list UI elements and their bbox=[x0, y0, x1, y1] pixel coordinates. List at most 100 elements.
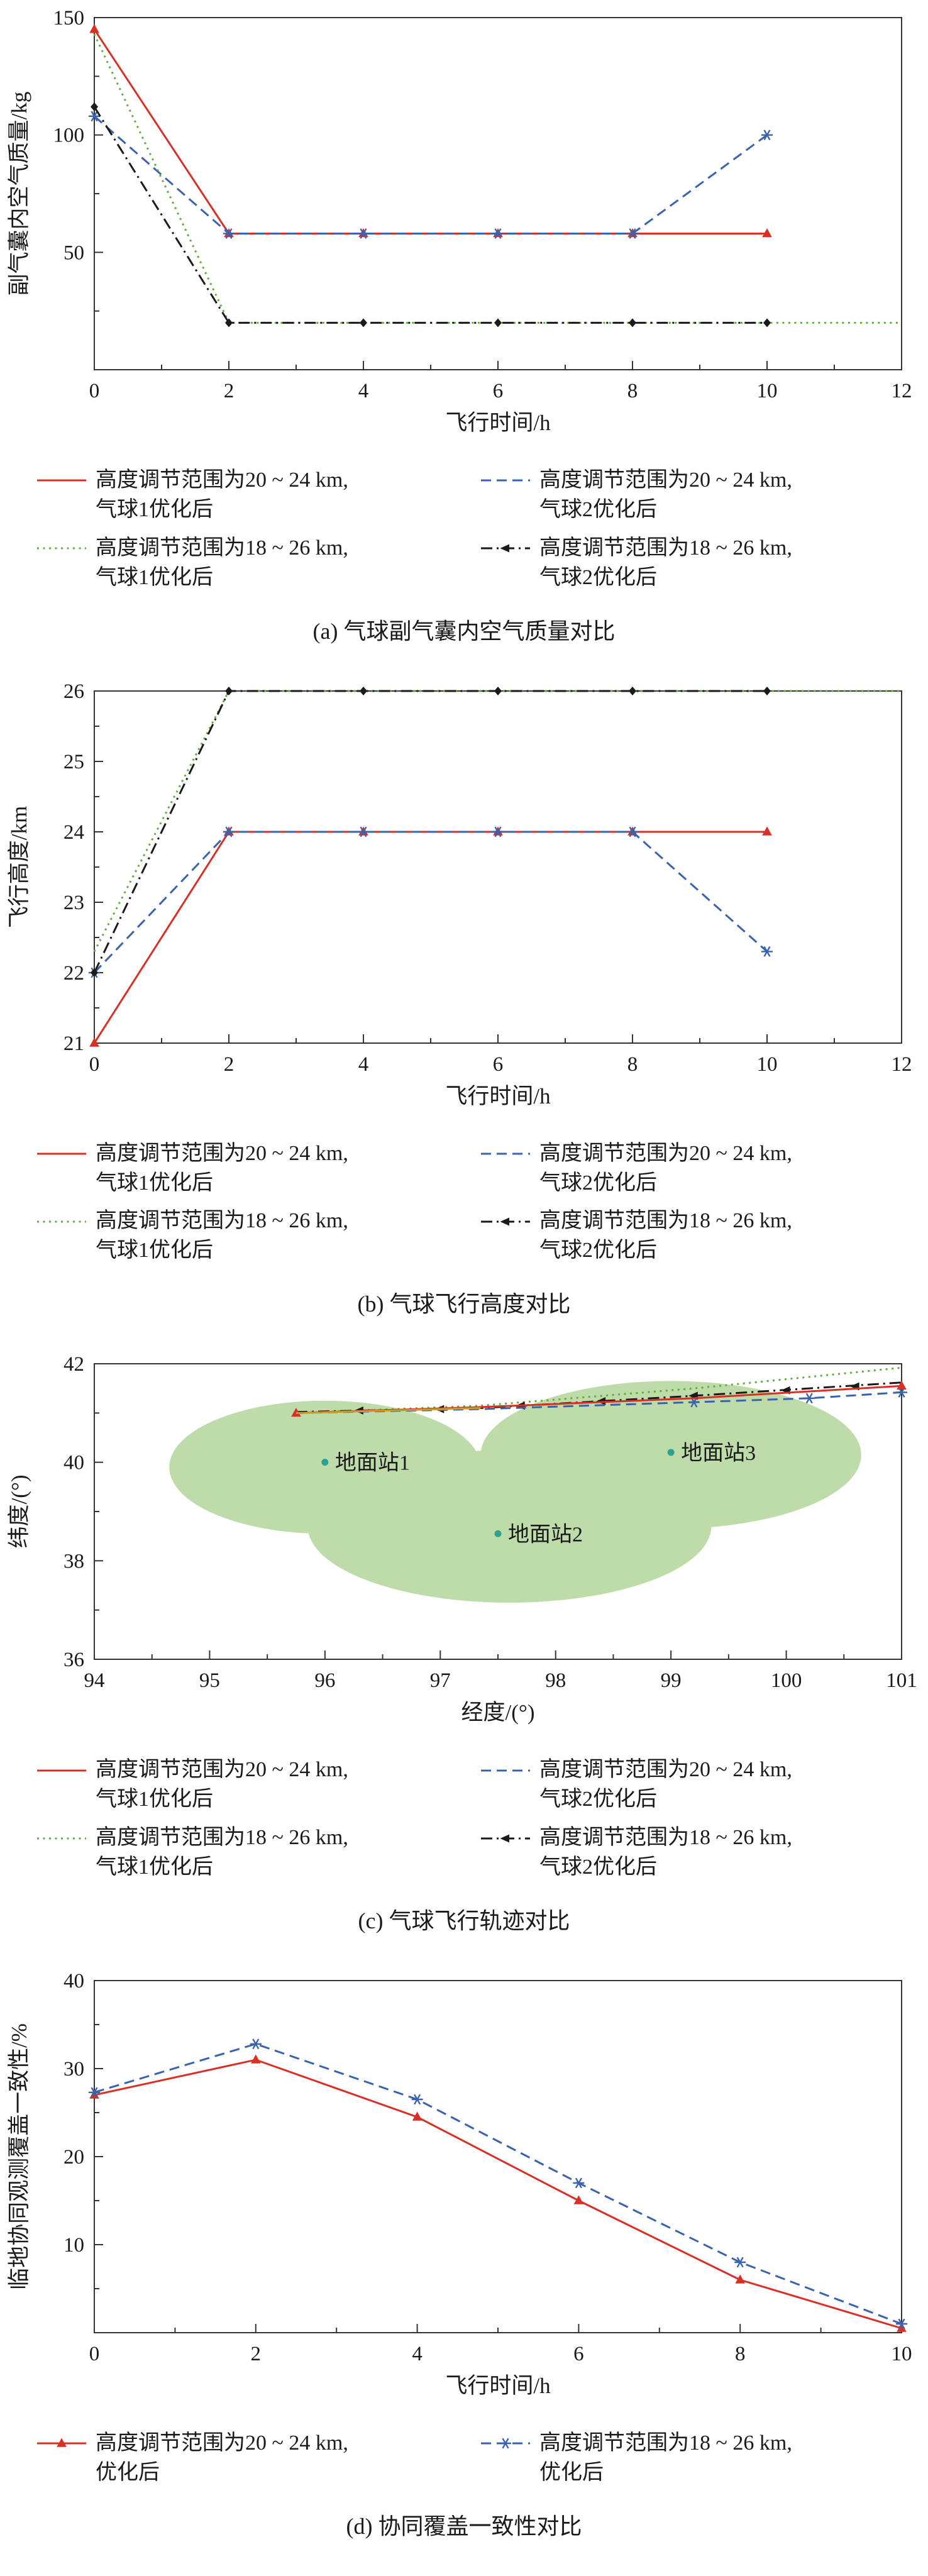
ground-station: 地面站2 bbox=[494, 1523, 583, 1547]
series-range-20-24-balloon1 bbox=[89, 24, 772, 238]
svg-text:21: 21 bbox=[64, 1032, 84, 1055]
svg-text:4: 4 bbox=[358, 1053, 369, 1076]
legend-line-sample-black bbox=[479, 1209, 532, 1234]
legend-sample-line bbox=[37, 1220, 86, 1223]
legend-label-line1: 高度调节范围为20 ~ 24 km, bbox=[96, 1758, 348, 1782]
marker-triangle-icon bbox=[762, 826, 772, 836]
legend-line-sample-black bbox=[479, 536, 532, 561]
axis-ticks bbox=[94, 690, 902, 1044]
marker-diamond-icon bbox=[763, 686, 771, 695]
legend-entry: 高度调节范围为18 ~ 26 km, 优化后 bbox=[479, 2429, 918, 2488]
marker-triangle-icon bbox=[735, 2274, 745, 2284]
caption-c: (c) 气球飞行轨迹对比 bbox=[358, 1908, 570, 1933]
marker-star-icon bbox=[411, 2094, 423, 2105]
marker-triangle-icon bbox=[573, 2195, 584, 2204]
marker-triangle-icon bbox=[897, 2323, 907, 2332]
legend-label-line2: 气球1优化后 bbox=[96, 497, 213, 521]
legend-entry: 高度调节范围为20 ~ 24 km, 气球2优化后 bbox=[479, 466, 918, 525]
legend-label-line1: 高度调节范围为18 ~ 26 km, bbox=[96, 536, 348, 560]
x-axis-label: 飞行时间/h bbox=[445, 2374, 551, 2398]
legend-label-line1: 高度调节范围为20 ~ 24 km, bbox=[96, 2431, 348, 2455]
legend-label-line2: 优化后 bbox=[96, 2460, 160, 2484]
caption-a: (a) 气球副气囊内空气质量对比 bbox=[312, 618, 616, 644]
legend-line-sample-green bbox=[35, 1826, 88, 1851]
caption-b: (b) 气球飞行高度对比 bbox=[357, 1291, 571, 1317]
series-range-18-26-balloon1 bbox=[296, 1367, 902, 1415]
svg-text:22: 22 bbox=[64, 962, 84, 985]
legend-entry: 高度调节范围为18 ~ 26 km, 气球1优化后 bbox=[35, 534, 474, 593]
ground-station: 地面站1 bbox=[321, 1451, 410, 1475]
tick-labels: 0 2 4 6 8 10 12 50 100 150 bbox=[53, 7, 912, 402]
legend-c: 高度调节范围为20 ~ 24 km, 气球1优化后 高度调节范围为20 ~ 24… bbox=[0, 1737, 928, 1886]
series-trajectory-start-overlap bbox=[296, 1407, 481, 1415]
legend-line-sample-blue bbox=[479, 1141, 532, 1166]
legend-sample-line bbox=[37, 1837, 86, 1840]
legend-label-line2: 优化后 bbox=[539, 2460, 604, 2484]
legend-label-line1: 高度调节范围为20 ~ 24 km, bbox=[539, 1758, 792, 1782]
legend-label-line1: 高度调节范围为20 ~ 24 km, bbox=[539, 468, 792, 492]
legend-entry: 高度调节范围为20 ~ 24 km, 气球1优化后 bbox=[35, 466, 474, 525]
legend-label-line2: 气球1优化后 bbox=[96, 565, 213, 589]
series-range-20-24-balloon1 bbox=[89, 826, 772, 1047]
marker-diamond-icon bbox=[225, 686, 233, 695]
legend-label-line2: 气球2优化后 bbox=[539, 1855, 657, 1879]
series-range-18-26-balloon1 bbox=[93, 33, 902, 324]
axis-ticks bbox=[94, 1979, 902, 2333]
marker-star-icon bbox=[627, 228, 638, 239]
plot-frame bbox=[94, 690, 902, 1044]
legend-entry: 高度调节范围为18 ~ 26 km, 气球2优化后 bbox=[479, 1823, 918, 1882]
svg-text:8: 8 bbox=[627, 380, 638, 402]
marker-triangle-icon bbox=[412, 2111, 423, 2121]
legend-label-line1: 高度调节范围为20 ~ 24 km, bbox=[96, 468, 348, 492]
svg-text:8: 8 bbox=[627, 1053, 638, 1076]
legend-d: 高度调节范围为20 ~ 24 km, 优化后 高度调节范围为18 ~ 26 km… bbox=[0, 2410, 928, 2492]
legend-line-sample-black bbox=[479, 1826, 532, 1851]
marker-triangle-icon bbox=[251, 2054, 261, 2064]
legend-sample-line bbox=[37, 1769, 86, 1772]
legend-label-line2: 气球1优化后 bbox=[96, 1855, 213, 1879]
marker-star-icon bbox=[500, 2438, 511, 2449]
legend-label-line2: 气球2优化后 bbox=[539, 1171, 657, 1195]
svg-text:0: 0 bbox=[89, 1053, 100, 1076]
y-axis-label: 纬度/(°) bbox=[7, 1475, 31, 1549]
legend-label-line2: 气球2优化后 bbox=[539, 1239, 657, 1263]
marker-star-icon bbox=[627, 826, 638, 837]
legend-label-line1: 高度调节范围为18 ~ 26 km, bbox=[96, 1826, 348, 1850]
plot-frame bbox=[94, 17, 902, 370]
legend-sample-line bbox=[481, 1217, 530, 1226]
svg-text:4: 4 bbox=[358, 380, 369, 402]
legend-line-sample-blue bbox=[479, 2431, 532, 2456]
marker-star-icon bbox=[358, 826, 369, 837]
axis-ticks bbox=[94, 17, 902, 370]
station-label: 地面站1 bbox=[335, 1451, 410, 1475]
legend-sample-line bbox=[481, 1834, 530, 1843]
chart-flight-trajectory: 94 95 96 97 98 99 100 101 36 38 40 42 经度/(°) 纬度/(°) 地面… bbox=[7, 1353, 917, 1725]
tick-labels: 94 95 96 97 98 99 100 101 36 38 40 42 bbox=[64, 1353, 917, 1692]
svg-text:40: 40 bbox=[64, 1970, 84, 1993]
legend-line-sample-red bbox=[35, 468, 88, 493]
legend-line-sample-blue bbox=[479, 1758, 532, 1783]
marker-triangle-icon bbox=[89, 1037, 99, 1047]
marker-diamond-icon bbox=[91, 102, 98, 111]
svg-text:10: 10 bbox=[757, 1053, 778, 1076]
svg-text:100: 100 bbox=[53, 124, 85, 147]
y-axis-label: 飞行高度/km bbox=[7, 805, 31, 927]
subfigure-a: 0 2 4 6 8 10 12 50 100 150 飞行时间/h 副气囊内空气质量/kg 高度调节范… bbox=[0, 1, 928, 675]
legend-label-line1: 高度调节范围为20 ~ 24 km, bbox=[96, 1141, 348, 1165]
legend-sample-line bbox=[481, 1153, 530, 1155]
subfigure-c: 94 95 96 97 98 99 100 101 36 38 40 42 经度/(°) 纬度/(°) 地面… bbox=[0, 1347, 928, 1964]
marker-star-icon bbox=[734, 2257, 746, 2268]
svg-text:2: 2 bbox=[224, 380, 235, 402]
svg-text:2: 2 bbox=[251, 2343, 262, 2365]
legend-sample-line bbox=[37, 1153, 86, 1155]
legend-label-line2: 气球2优化后 bbox=[539, 565, 657, 589]
svg-text:96: 96 bbox=[314, 1669, 335, 1692]
station-label: 地面站3 bbox=[681, 1441, 756, 1465]
legend-entry: 高度调节范围为20 ~ 24 km, 气球1优化后 bbox=[35, 1755, 474, 1815]
station-label: 地面站2 bbox=[508, 1523, 583, 1547]
series-range-20-24-balloon2 bbox=[89, 111, 773, 239]
legend-sample-line bbox=[37, 2438, 86, 2448]
svg-text:98: 98 bbox=[545, 1669, 566, 1692]
coverage-region bbox=[169, 1381, 861, 1603]
